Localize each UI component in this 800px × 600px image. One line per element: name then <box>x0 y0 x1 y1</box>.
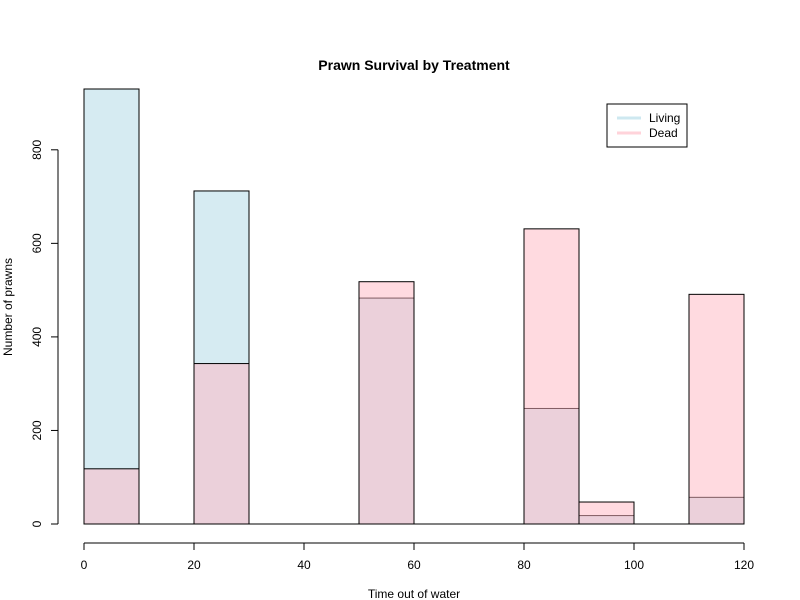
legend-label-dead: Dead <box>649 126 678 140</box>
y-axis-label: Number of prawns <box>1 258 15 356</box>
bar-dead-20-30 <box>193 363 250 525</box>
legend-box <box>606 103 688 148</box>
bar-dead-80-90 <box>523 228 580 525</box>
bar-living-0-10 <box>83 88 140 525</box>
bar-dead-90-100 <box>578 501 635 525</box>
y-tick-label: 0 <box>30 520 44 527</box>
legend-label-living: Living <box>649 111 680 125</box>
y-axis: 0 200 400 600 800 <box>30 139 59 527</box>
x-axis: 0 20 40 60 80 100 120 <box>81 542 754 572</box>
x-tick-label: 120 <box>734 558 754 572</box>
x-axis-label: Time out of water <box>368 587 460 600</box>
x-tick-label: 60 <box>407 558 421 572</box>
chart-title: Prawn Survival by Treatment <box>318 57 510 73</box>
x-tick-label: 80 <box>517 558 531 572</box>
bar-dead-50-60 <box>358 281 415 525</box>
bars <box>83 88 745 525</box>
x-tick-label: 100 <box>624 558 644 572</box>
x-tick-label: 20 <box>187 558 201 572</box>
y-tick-label: 600 <box>30 233 44 253</box>
y-tick-label: 800 <box>30 139 44 159</box>
series-dead <box>83 228 745 525</box>
x-tick-label: 0 <box>81 558 88 572</box>
y-tick-label: 400 <box>30 327 44 347</box>
bar-dead-0-10 <box>83 468 140 525</box>
bar-dead-110-120 <box>688 293 745 525</box>
x-tick-label: 40 <box>297 558 311 572</box>
y-tick-label: 200 <box>30 420 44 440</box>
